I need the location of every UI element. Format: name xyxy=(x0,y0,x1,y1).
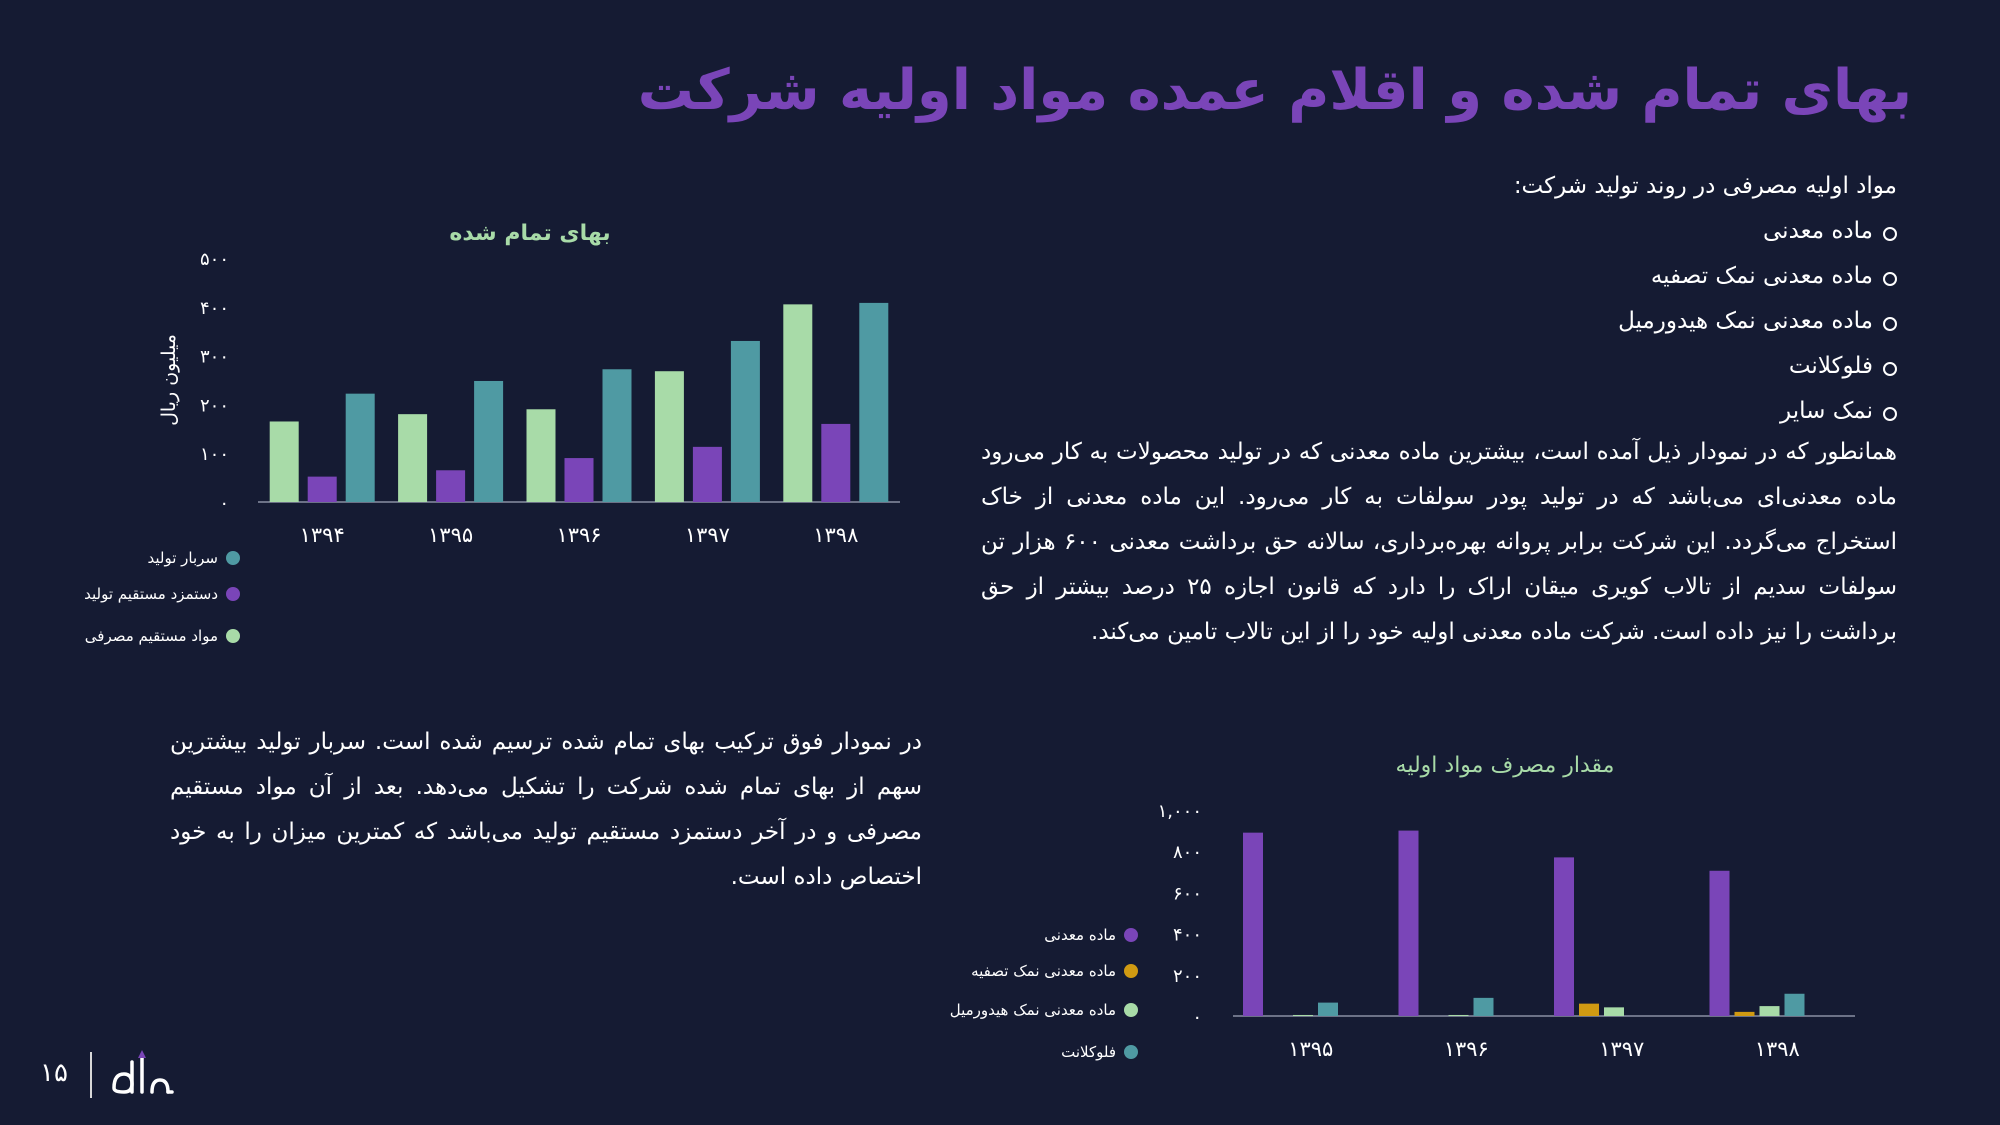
bar xyxy=(1554,857,1574,1016)
y-axis-label: میلیون ریال xyxy=(158,334,180,426)
y-tick-label: ۱۰۰ xyxy=(200,444,229,465)
bar xyxy=(821,423,851,502)
materials-list: ماده معدنی ماده معدنی نمک تصفیه ماده معد… xyxy=(1137,209,1897,434)
x-tick-label: ۱۳۹۸ xyxy=(1755,1037,1800,1061)
bar xyxy=(1448,1014,1469,1016)
bar xyxy=(1318,1002,1338,1016)
bar xyxy=(783,304,813,502)
bar xyxy=(1579,1003,1599,1016)
x-tick-label: ۱۳۹۷ xyxy=(1599,1037,1644,1061)
bar xyxy=(654,371,684,502)
x-tick-label: ۱۳۹۵ xyxy=(1288,1037,1333,1061)
list-item: فلوکلانت xyxy=(1137,344,1897,389)
x-tick-label: ۱۳۹۶ xyxy=(556,523,601,547)
list-item: نمک سایر xyxy=(1137,389,1897,434)
y-tick-label: ۲۰۰ xyxy=(200,395,229,416)
x-tick-label: ۱۳۹۴ xyxy=(300,523,345,547)
legend-label: سربار تولید xyxy=(148,549,219,567)
bar xyxy=(1759,1006,1780,1016)
bar xyxy=(564,458,594,502)
bar xyxy=(1243,832,1263,1016)
legend-label: ماده معدنی نمک هیدورمیل xyxy=(950,1001,1116,1019)
list-item: ماده معدنی نمک تصفیه xyxy=(1137,254,1897,299)
legend-marker xyxy=(1124,1003,1138,1017)
legend-marker xyxy=(226,587,240,601)
materials-heading: مواد اولیه مصرفی در روند تولید شرکت: xyxy=(1513,173,1897,199)
footer-divider xyxy=(90,1052,92,1098)
list-item: ماده معدنی نمک هیدورمیل xyxy=(1137,299,1897,344)
bar xyxy=(345,393,375,502)
bar xyxy=(1734,1011,1755,1016)
legend-label: ماده معدنی نمک تصفیه xyxy=(971,962,1116,980)
bar xyxy=(730,340,760,502)
y-tick-label: ۲۰۰ xyxy=(1173,966,1202,987)
legend-label: مواد مستقیم مصرفی xyxy=(85,627,218,645)
bar xyxy=(474,380,504,502)
bar xyxy=(1293,1014,1313,1016)
y-tick-label: ۳۰۰ xyxy=(200,347,229,368)
chart-title: بهای تمام شده xyxy=(449,221,610,246)
bar xyxy=(1398,830,1419,1016)
y-tick-label: ۴۰۰ xyxy=(200,298,229,319)
bar xyxy=(1709,870,1730,1016)
y-tick-label: ۰ xyxy=(1192,1007,1202,1028)
x-tick-label: ۱۳۹۵ xyxy=(428,523,473,547)
page-number: ۱۵ xyxy=(40,1058,68,1088)
legend-marker xyxy=(226,551,240,565)
legend-label: فلوکلانت xyxy=(1061,1043,1116,1061)
list-item: ماده معدنی xyxy=(1137,209,1897,254)
x-tick-label: ۱۳۹۷ xyxy=(685,523,730,547)
legend-marker xyxy=(226,629,240,643)
bar xyxy=(269,421,299,502)
materials-intro: مواد اولیه مصرفی در روند تولید شرکت: ماد… xyxy=(1137,164,1897,434)
y-tick-label: ۴۰۰ xyxy=(1173,925,1202,946)
minerals-paragraph: همانطور که در نمودار ذیل آمده است، بیشتر… xyxy=(981,439,1897,645)
bar xyxy=(436,470,466,502)
cost-chart: بهای تمام شده میلیون ریال ۰ ۱۰۰ ۲۰۰ ۳۰۰ ۴۰۰ ۵۰۰… xyxy=(84,221,900,645)
y-tick-label: ۸۰۰ xyxy=(1173,842,1202,863)
bar xyxy=(307,476,337,502)
bar xyxy=(602,369,632,502)
legend-label: دستمزد مستقیم تولید xyxy=(84,585,218,603)
y-tick-label: ۶۰۰ xyxy=(1173,883,1202,904)
bar xyxy=(859,302,889,502)
bar xyxy=(1784,993,1805,1016)
legend-marker xyxy=(1124,1045,1138,1059)
y-tick-label: ۰ xyxy=(219,493,229,514)
bar xyxy=(1604,1007,1624,1016)
x-tick-label: ۱۳۹۸ xyxy=(813,523,858,547)
y-tick-label: ۵۰۰ xyxy=(200,249,229,270)
legend-marker xyxy=(1124,928,1138,942)
x-tick-label: ۱۳۹۶ xyxy=(1444,1037,1489,1061)
page-title: بهای تمام شده و اقلام عمده مواد اولیه شر… xyxy=(637,58,1913,123)
legend-marker xyxy=(1124,964,1138,978)
bar xyxy=(1473,997,1494,1016)
y-tick-label: ۱,۰۰۰ xyxy=(1158,801,1202,822)
company-logo-icon xyxy=(112,1050,174,1094)
legend-label: ماده معدنی xyxy=(1044,926,1116,944)
bar xyxy=(398,414,428,502)
materials-chart: مقدار مصرف مواد اولیه ۰ ۲۰۰ ۴۰۰ ۶۰۰ ۸۰۰ ۱,۰۰۰ ۱… xyxy=(950,753,1855,1061)
chart-title: مقدار مصرف مواد اولیه xyxy=(1396,753,1615,778)
bar xyxy=(526,409,556,502)
cost-paragraph: در نمودار فوق ترکیب بهای تمام شده ترسیم … xyxy=(170,729,922,890)
bar xyxy=(692,446,722,502)
